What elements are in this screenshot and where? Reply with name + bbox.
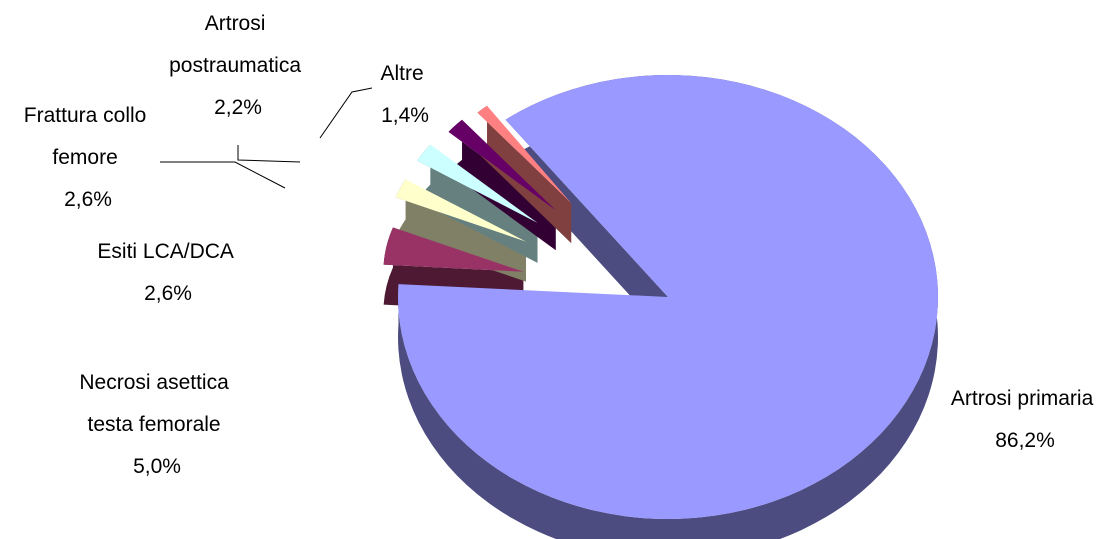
slice-value-artrosi-primaria: 86,2% — [995, 429, 1055, 452]
pie-slice-postraumatica — [448, 119, 556, 211]
slice-label-postraumatica-line1: Artrosi — [205, 12, 266, 35]
slice-label-artrosi-primaria: Artrosi primaria 86,2% — [951, 387, 1099, 452]
pie-slice-altre — [477, 105, 572, 204]
slice-label-necrosi-line1: Necrosi asettica — [79, 371, 229, 394]
slice-label-esiti-line: Esiti LCA/DCA — [97, 240, 234, 263]
leader-line-postraumatica — [237, 145, 301, 163]
slice-value-altre: 1,4% — [381, 104, 429, 127]
slice-label-postraumatica-line2: postraumatica — [169, 54, 301, 77]
slice-value-frattura: 2,6% — [64, 188, 112, 211]
slice-label-altre: Altre 1,4% — [380, 62, 429, 127]
slice-value-postraumatica: 2,2% — [214, 96, 262, 119]
slice-label-necrosi-line2: testa femorale — [88, 413, 221, 436]
leader-lines — [160, 87, 373, 189]
pie-top-layer — [383, 74, 939, 519]
leader-line-frattura — [160, 161, 286, 189]
slice-value-esiti: 2,6% — [144, 282, 192, 305]
slice-label-frattura: Frattura collo femore 2,6% — [24, 104, 152, 211]
slice-value-necrosi: 5,0% — [133, 455, 181, 478]
pie-slice-esiti — [395, 179, 526, 242]
slice-label-postraumatica: Artrosi postraumatica 2,2% — [169, 12, 307, 119]
pie-slice-side-esiti — [395, 179, 526, 282]
pie-slice-artrosi-primaria — [398, 74, 939, 519]
slice-label-necrosi: Necrosi asettica testa femorale 5,0% — [79, 371, 234, 478]
pie-slice-frattura — [417, 144, 538, 223]
slice-label-artrosi-primaria-line: Artrosi primaria — [951, 387, 1094, 410]
slice-label-frattura-line2: femore — [52, 146, 117, 169]
slice-label-frattura-line1: Frattura collo — [24, 104, 147, 127]
slice-label-altre-line: Altre — [380, 62, 423, 85]
pie-slice-side-altre — [477, 105, 572, 244]
slice-label-esiti: Esiti LCA/DCA 2,6% — [97, 240, 238, 305]
pie-slice-necrosi — [383, 227, 524, 272]
leader-line-altre — [319, 87, 373, 139]
